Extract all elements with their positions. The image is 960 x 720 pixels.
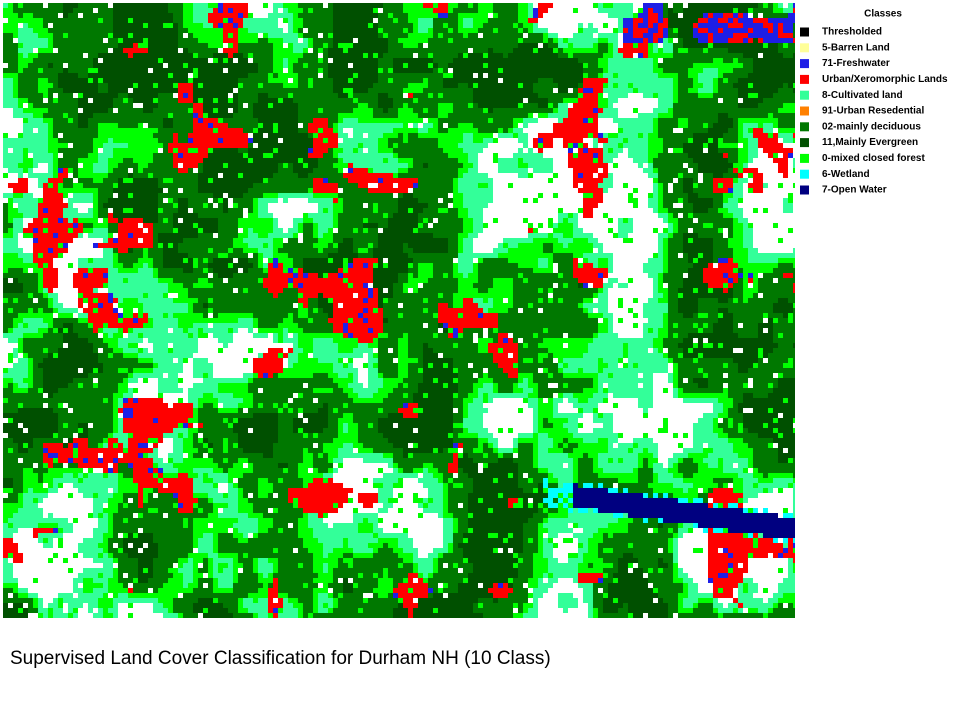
legend-swatch: [800, 27, 809, 37]
legend-label: 6-Wetland: [822, 169, 870, 180]
legend-label: 02-mainly deciduous: [822, 121, 921, 132]
legend-swatch: [800, 43, 809, 53]
caption: Supervised Land Cover Classification for…: [10, 648, 551, 669]
legend-title: Classes: [864, 9, 902, 20]
legend-swatch: [800, 74, 809, 84]
land-cover-3: [3, 3, 795, 618]
legend-label: 0-mixed closed forest: [822, 153, 925, 164]
legend-swatch: [800, 122, 809, 132]
map-figure: Classes Thresholded 5-Barren Land 71-Fresh…: [3, 3, 948, 618]
legend: Classes Thresholded 5-Barren Land 71-Fresh…: [800, 9, 948, 196]
land-cover-9: [543, 478, 795, 543]
legend-label: 7-Open Water: [822, 185, 887, 196]
legend-label: 8-Cultivated land: [822, 90, 903, 101]
legend-swatch: [800, 106, 809, 116]
legend-label: 5-Barren Land: [822, 42, 890, 53]
legend-swatch: [800, 153, 809, 163]
legend-swatch: [800, 90, 809, 100]
legend-swatch: [800, 138, 809, 148]
legend-label: Urban/Xeromorphic Lands: [822, 74, 948, 85]
legend-swatch: [800, 169, 809, 179]
legend-label: Thresholded: [822, 27, 882, 38]
legend-swatch: [800, 59, 809, 69]
land-cover-8: [3, 3, 795, 618]
land-cover-4: [3, 3, 795, 618]
legend-label: 91-Urban Resedential: [822, 106, 924, 117]
classification-map: [3, 3, 795, 618]
land-cover-6: [3, 3, 795, 618]
legend-swatch: [800, 185, 809, 195]
land-cover-10: [573, 483, 795, 538]
legend-label: 71-Freshwater: [822, 58, 890, 69]
legend-label: 11,Mainly Evergreen: [822, 137, 918, 148]
